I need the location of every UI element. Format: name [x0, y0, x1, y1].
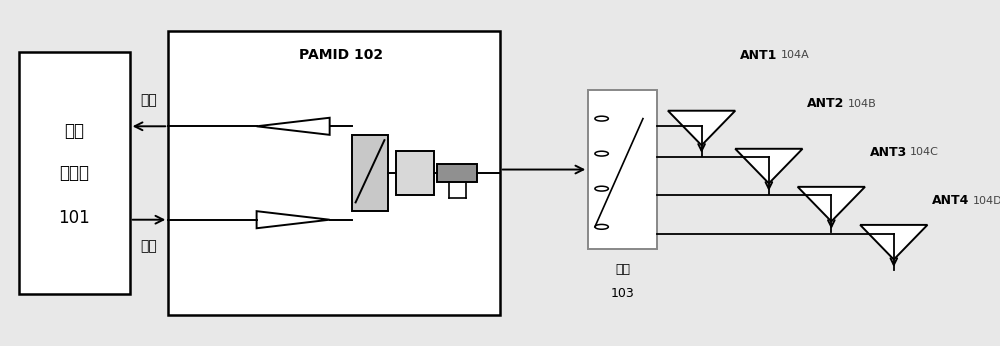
Text: 接收: 接收: [141, 93, 157, 107]
Text: ANT4: ANT4: [932, 194, 970, 207]
Text: 104D: 104D: [973, 196, 1000, 206]
Bar: [168, 31, 500, 315]
Polygon shape: [257, 211, 330, 228]
Text: PAMID 102: PAMID 102: [299, 48, 383, 62]
Bar: [19, 52, 130, 294]
Bar: [437, 164, 477, 182]
Text: ANT1: ANT1: [740, 49, 777, 62]
Polygon shape: [668, 111, 735, 145]
Text: 发射: 发射: [141, 239, 157, 253]
Text: 射频: 射频: [64, 122, 84, 140]
Polygon shape: [860, 225, 927, 260]
Bar: [352, 135, 388, 211]
Bar: [588, 90, 657, 249]
Text: 开关: 开关: [615, 263, 630, 276]
Text: ANT3: ANT3: [870, 146, 907, 159]
Polygon shape: [798, 187, 865, 221]
Text: 104B: 104B: [848, 99, 876, 109]
Bar: [396, 151, 434, 195]
Text: 收发器: 收发器: [59, 164, 89, 182]
Text: 104C: 104C: [910, 147, 939, 157]
Polygon shape: [257, 118, 330, 135]
Text: ANT2: ANT2: [807, 97, 845, 110]
Text: 104A: 104A: [780, 51, 809, 60]
Polygon shape: [735, 149, 802, 183]
Text: 103: 103: [611, 287, 635, 300]
Text: 101: 101: [59, 209, 90, 227]
